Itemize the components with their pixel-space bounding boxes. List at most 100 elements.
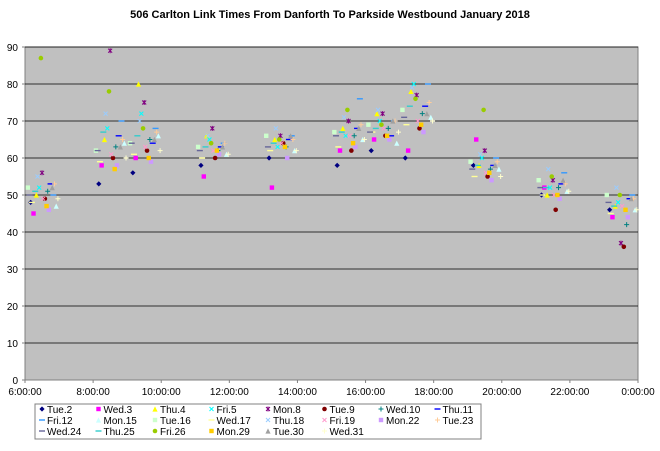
- data-point: [604, 192, 609, 198]
- legend-label: Mon.29: [217, 427, 251, 438]
- legend-label: Wed.31: [330, 427, 365, 438]
- legend-label: Fri.5: [217, 405, 237, 416]
- data-point: [419, 111, 425, 117]
- data-point: [498, 174, 504, 179]
- data-point: [133, 155, 138, 161]
- data-point: [379, 122, 384, 127]
- data-point: [117, 144, 123, 150]
- x-tick-label: 8:00:00: [76, 387, 110, 398]
- legend-marker-icon: [95, 417, 102, 423]
- legend-marker-icon: [39, 406, 45, 412]
- data-point: [146, 155, 151, 161]
- data-point: [395, 129, 401, 135]
- y-tick-label: 0: [12, 376, 18, 387]
- data-point: [334, 162, 340, 168]
- data-point: [485, 174, 490, 179]
- data-point: [33, 192, 39, 198]
- data-point: [216, 152, 222, 157]
- legend-item: Tue.9: [322, 405, 355, 416]
- data-point: [371, 137, 377, 142]
- data-point: [557, 196, 562, 201]
- x-tick-label: 16:00:00: [346, 387, 385, 398]
- data-point: [566, 188, 572, 194]
- legend-marker-icon: [152, 417, 158, 423]
- x-tick-label: 22:00:00: [550, 387, 589, 398]
- legend-item: Wed.17: [208, 416, 251, 427]
- data-point: [381, 126, 387, 131]
- data-point: [198, 162, 204, 168]
- legend-marker-icon: [378, 417, 384, 423]
- data-point: [356, 125, 362, 131]
- data-point: [293, 148, 299, 154]
- data-point: [151, 136, 158, 143]
- legend-label: Tue.9: [330, 405, 356, 416]
- x-tick-label: 14:00:00: [278, 387, 317, 398]
- data-point: [46, 207, 52, 212]
- data-point: [39, 170, 45, 176]
- legend-item: Thu.4: [152, 405, 186, 416]
- data-point: [385, 125, 391, 131]
- x-tick-label: 12:00:00: [210, 387, 249, 398]
- data-point: [414, 92, 419, 98]
- series-wed-17: [28, 123, 614, 215]
- data-point: [135, 81, 142, 87]
- legend-label: Wed.10: [386, 405, 421, 416]
- data-point: [55, 196, 61, 202]
- data-point: [205, 133, 211, 139]
- data-point: [225, 151, 231, 157]
- legend-item: Wed.10: [378, 405, 421, 416]
- data-point: [415, 118, 421, 124]
- legend-item: Wed.31: [322, 427, 364, 438]
- data-point: [99, 163, 104, 168]
- legend-item: Tue.23: [435, 416, 474, 427]
- data-point: [544, 192, 550, 198]
- series-wed-31: [55, 118, 640, 213]
- data-point: [157, 148, 163, 154]
- data-point: [468, 159, 473, 164]
- data-point: [272, 136, 278, 143]
- legend-label: Tue.30: [273, 427, 304, 438]
- data-point: [36, 185, 42, 190]
- data-point: [618, 240, 624, 246]
- data-point: [273, 126, 279, 131]
- data-point: [123, 155, 129, 161]
- data-point: [108, 151, 114, 157]
- data-point: [195, 144, 201, 150]
- data-point: [35, 174, 40, 179]
- data-point: [394, 140, 400, 146]
- legend-item: Mon.29: [209, 427, 250, 438]
- y-tick-label: 50: [7, 191, 19, 202]
- legend-marker-icon: [152, 428, 158, 434]
- data-point: [337, 148, 343, 153]
- data-point: [492, 162, 498, 168]
- x-tick-label: 20:00:00: [482, 387, 521, 398]
- data-point: [617, 192, 623, 198]
- data-point: [222, 140, 228, 146]
- data-point: [387, 137, 392, 142]
- data-point: [201, 174, 206, 179]
- data-point: [375, 107, 381, 113]
- y-tick-label: 70: [7, 117, 19, 128]
- data-point: [368, 148, 374, 154]
- data-point: [106, 89, 112, 94]
- data-point: [148, 159, 154, 164]
- data-point: [103, 111, 108, 116]
- data-point: [560, 177, 566, 183]
- data-point: [470, 162, 476, 168]
- legend-label: Thu.11: [443, 405, 474, 416]
- y-tick-label: 30: [7, 265, 19, 276]
- data-point: [219, 144, 226, 150]
- y-axis: 0 10 20 30 40 50 60 70 80 90: [7, 43, 25, 387]
- data-point: [474, 137, 479, 142]
- series-tue-2: [28, 148, 613, 213]
- data-point: [130, 170, 136, 176]
- data-point: [264, 133, 269, 138]
- data-point: [96, 181, 102, 187]
- y-tick-label: 80: [7, 80, 19, 91]
- legend-label: Thu.18: [273, 416, 305, 427]
- data-point: [204, 133, 210, 139]
- data-point: [624, 222, 630, 228]
- series-thu-18: [35, 85, 619, 190]
- legend-box: [34, 403, 482, 440]
- series-mon-8: [39, 48, 624, 246]
